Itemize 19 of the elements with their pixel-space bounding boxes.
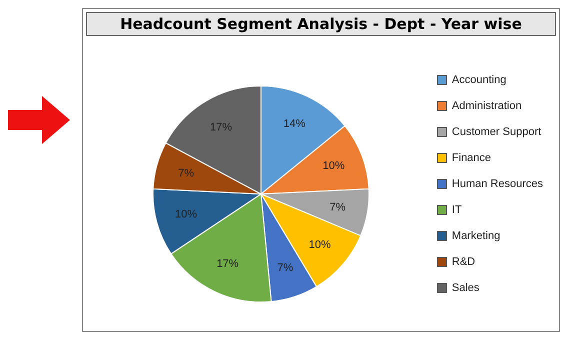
- data-label: 17%: [210, 121, 232, 134]
- data-label: 17%: [216, 258, 239, 270]
- data-label: 7%: [178, 167, 194, 180]
- data-label: 14%: [283, 118, 306, 130]
- legend-label: Human Resources: [452, 178, 543, 190]
- legend-label: Sales: [452, 282, 480, 294]
- legend-label: Customer Support: [452, 126, 542, 138]
- data-label: 7%: [330, 202, 346, 214]
- chart-title: Headcount Segment Analysis - Dept - Year wise: [86, 12, 556, 36]
- legend-label: Accounting: [452, 74, 506, 86]
- legend-label: Finance: [452, 152, 492, 164]
- data-label: 10%: [322, 160, 345, 172]
- data-label: 7%: [277, 262, 294, 274]
- legend-label: Marketing: [452, 230, 500, 242]
- legend-label: R&D: [452, 256, 476, 268]
- data-label: 10%: [175, 208, 198, 221]
- data-label: 10%: [308, 238, 331, 251]
- legend-label: Administration: [452, 100, 522, 112]
- legend-label: IT: [452, 204, 462, 216]
